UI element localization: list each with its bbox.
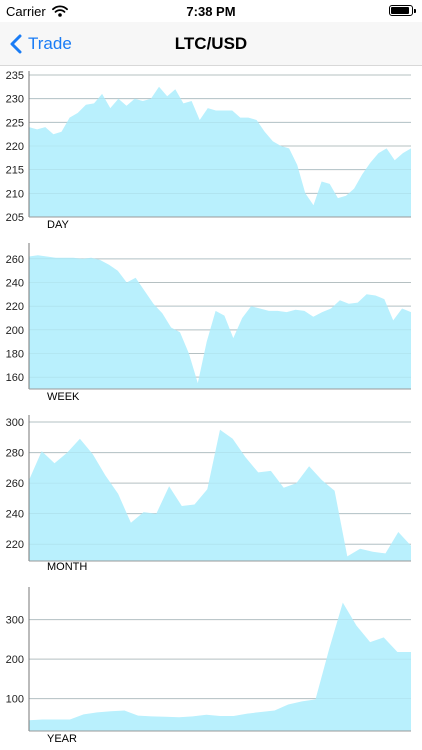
battery-level	[391, 7, 409, 14]
y-tick-day-215: 215	[6, 165, 24, 177]
y-tick-month-280: 280	[6, 448, 24, 460]
y-tick-year-200: 200	[6, 654, 24, 666]
back-button[interactable]: Trade	[10, 30, 72, 58]
battery-nub	[414, 9, 416, 13]
y-tick-day-220: 220	[6, 141, 24, 153]
y-tick-month-260: 260	[6, 478, 24, 490]
carrier-label: Carrier	[6, 4, 46, 19]
back-button-label: Trade	[28, 34, 72, 53]
y-tick-month-300: 300	[6, 417, 24, 429]
y-tick-day-230: 230	[6, 94, 24, 106]
y-tick-day-205: 205	[6, 212, 24, 224]
y-tick-day-235: 235	[6, 70, 24, 82]
status-bar: Carrier 7:38 PM	[0, 0, 422, 22]
y-tick-week-200: 200	[6, 325, 24, 337]
week-chart: 160 180 200 220 240 260 WEEK	[0, 242, 422, 402]
y-tick-week-260: 260	[6, 254, 24, 266]
y-tick-week-180: 180	[6, 349, 24, 361]
month-chart: 220 240 260 280 300 MONTH	[0, 414, 422, 574]
area-series-day	[29, 86, 411, 217]
period-label-day: DAY	[47, 219, 69, 230]
period-label-month: MONTH	[47, 561, 87, 573]
y-tick-month-240: 240	[6, 509, 24, 521]
area-series-year	[29, 602, 411, 731]
y-tick-week-240: 240	[6, 278, 24, 290]
battery-icon	[389, 5, 416, 16]
status-time: 7:38 PM	[186, 4, 236, 19]
y-tick-year-300: 300	[6, 615, 24, 627]
y-tick-year-100: 100	[6, 694, 24, 706]
area-series-week	[29, 255, 411, 389]
year-chart-svg: 100 200 300 YEAR	[6, 587, 411, 745]
year-chart: 100 200 300 YEAR	[0, 587, 422, 747]
y-tick-month-220: 220	[6, 539, 24, 551]
day-chart-svg: 205 210 215 220 225 230 235 DAY	[6, 70, 411, 230]
chevron-left-icon	[10, 34, 22, 54]
week-chart-svg: 160 180 200 220 240 260 WEEK	[6, 243, 411, 402]
month-chart-svg: 220 240 260 280 300 MONTH	[6, 415, 411, 573]
page-title: LTC/USD	[174, 34, 248, 53]
period-label-year: YEAR	[47, 733, 77, 745]
area-series-month	[29, 429, 411, 561]
y-tick-week-160: 160	[6, 372, 24, 384]
navigation-bar: Trade LTC/USD	[0, 22, 422, 66]
y-tick-day-225: 225	[6, 117, 24, 129]
y-tick-day-210: 210	[6, 188, 24, 200]
day-chart: 205 210 215 220 225 230 235 DAY	[0, 70, 422, 230]
wifi-icon	[52, 4, 68, 22]
period-label-week: WEEK	[47, 391, 80, 402]
y-tick-week-220: 220	[6, 301, 24, 313]
